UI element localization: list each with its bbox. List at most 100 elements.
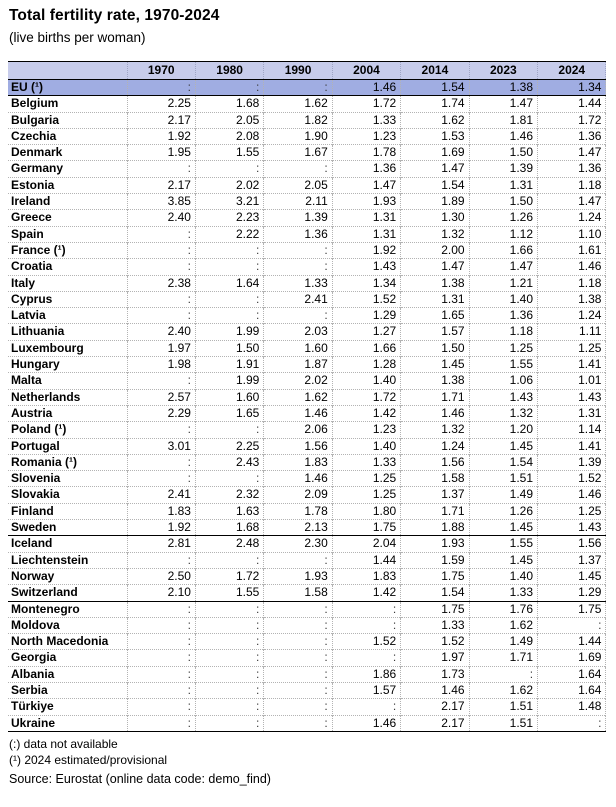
value-cell: 1.75 bbox=[537, 601, 607, 618]
value-cell: 1.71 bbox=[468, 649, 538, 667]
value-cell: 1.68 bbox=[194, 95, 264, 113]
value-cell: 2.25 bbox=[194, 438, 264, 455]
value-cell: 3.01 bbox=[126, 438, 196, 455]
value-cell: 1.21 bbox=[468, 275, 538, 292]
value-cell-missing: : bbox=[194, 682, 264, 699]
value-cell: 1.43 bbox=[537, 389, 607, 406]
value-cell: 2.02 bbox=[263, 372, 333, 390]
value-cell: 1.38 bbox=[468, 79, 538, 96]
table-row-france: France (¹):::1.92 2.00 1.66 1.61 bbox=[8, 242, 607, 259]
country-cell: Lithuania bbox=[11, 324, 65, 339]
value-cell: 1.39 bbox=[263, 209, 333, 227]
value-cell: 1.65 bbox=[194, 405, 264, 422]
value-cell: 1.52 bbox=[400, 633, 470, 650]
table-row-austria: Austria 2.29 1.65 1.46 1.42 1.46 1.32 1.31 bbox=[8, 405, 607, 422]
value-cell: 2.11 bbox=[263, 193, 333, 210]
value-cell: 1.42 bbox=[331, 405, 401, 422]
value-cell: 1.83 bbox=[331, 568, 401, 585]
value-cell-missing: : bbox=[537, 617, 607, 634]
value-cell-missing: : bbox=[126, 666, 196, 683]
table-row-czechia: Czechia 1.92 2.08 1.90 1.23 1.53 1.46 1.36 bbox=[8, 128, 607, 145]
value-cell: 1.43 bbox=[331, 258, 401, 276]
value-cell: 1.23 bbox=[331, 128, 401, 145]
table-row-estonia: Estonia 2.17 2.02 2.05 1.47 1.54 1.31 1.18 bbox=[8, 177, 607, 194]
fertility-rate-table: 1970 1980 1990 2004 2014 2023 2024 EU (¹):::1.… bbox=[8, 61, 607, 732]
value-cell: 1.55 bbox=[194, 144, 264, 161]
value-cell: 2.17 bbox=[400, 698, 470, 716]
table-row-luxembourg: Luxembourg 1.97 1.50 1.60 1.66 1.50 1.25 1.25 bbox=[8, 340, 607, 357]
value-cell: 1.71 bbox=[400, 503, 470, 520]
value-cell: 1.43 bbox=[537, 519, 607, 536]
value-cell: 1.33 bbox=[331, 454, 401, 471]
value-cell: 1.27 bbox=[331, 323, 401, 341]
value-cell: 1.67 bbox=[263, 144, 333, 161]
value-cell-missing: : bbox=[331, 601, 401, 618]
value-cell: 1.56 bbox=[537, 535, 607, 553]
value-cell: 1.72 bbox=[194, 568, 264, 585]
value-cell: 2.10 bbox=[126, 584, 196, 601]
value-cell: 1.54 bbox=[468, 454, 538, 471]
page-subtitle: (live births per woman) bbox=[9, 30, 146, 45]
value-cell: 1.12 bbox=[468, 226, 538, 243]
value-cell: 1.29 bbox=[537, 584, 607, 601]
value-cell: 1.49 bbox=[468, 633, 538, 650]
value-cell: 1.93 bbox=[400, 535, 470, 553]
country-cell: Finland bbox=[11, 503, 54, 518]
value-cell: 1.81 bbox=[468, 112, 538, 129]
value-cell-missing: : bbox=[194, 160, 264, 178]
value-cell: 1.46 bbox=[468, 128, 538, 145]
header-cell-year-2004: 2004 bbox=[331, 61, 401, 80]
country-cell: Ireland bbox=[11, 194, 51, 209]
value-cell: 1.47 bbox=[468, 95, 538, 113]
value-cell: 1.54 bbox=[400, 584, 470, 601]
value-cell: 1.73 bbox=[400, 666, 470, 683]
country-cell: Luxembourg bbox=[11, 340, 84, 355]
country-cell: Cyprus bbox=[11, 291, 53, 306]
table-row-denmark: Denmark 1.95 1.55 1.67 1.78 1.69 1.50 1.47 bbox=[8, 144, 607, 161]
value-cell: 1.62 bbox=[468, 682, 538, 699]
value-cell: 1.37 bbox=[537, 552, 607, 569]
value-cell-missing: : bbox=[126, 160, 196, 178]
value-cell-missing: : bbox=[194, 552, 264, 569]
value-cell: 1.54 bbox=[400, 79, 470, 96]
value-cell: 1.51 bbox=[468, 715, 538, 732]
value-cell: 1.46 bbox=[331, 715, 401, 732]
value-cell: 1.40 bbox=[331, 372, 401, 390]
table-row-malta: Malta:1.99 2.02 1.40 1.38 1.06 1.01 bbox=[8, 372, 607, 390]
value-cell: 1.36 bbox=[331, 160, 401, 178]
value-cell: 1.93 bbox=[331, 193, 401, 210]
header-cell-year-1980: 1980 bbox=[194, 61, 264, 80]
value-cell: 1.97 bbox=[400, 649, 470, 667]
value-cell: 3.85 bbox=[126, 193, 196, 210]
country-cell: Czechia bbox=[11, 128, 57, 143]
value-cell: 1.45 bbox=[400, 356, 470, 373]
value-cell-missing: : bbox=[263, 698, 333, 716]
country-cell: Malta bbox=[11, 373, 42, 388]
value-cell-missing: : bbox=[263, 715, 333, 732]
value-cell: 1.91 bbox=[194, 356, 264, 373]
value-cell: 1.55 bbox=[194, 584, 264, 601]
value-cell: 2.38 bbox=[126, 275, 196, 292]
value-cell: 1.14 bbox=[537, 421, 607, 439]
value-cell: 1.31 bbox=[468, 177, 538, 194]
value-cell: 1.47 bbox=[537, 193, 607, 210]
value-cell-missing: : bbox=[263, 601, 333, 618]
value-cell-missing: : bbox=[194, 258, 264, 276]
value-cell: 1.92 bbox=[126, 519, 196, 536]
value-cell: 1.49 bbox=[468, 486, 538, 504]
value-cell: 1.18 bbox=[468, 323, 538, 341]
country-cell: Belgium bbox=[11, 96, 59, 111]
value-cell: 1.34 bbox=[331, 275, 401, 292]
value-cell: 2.05 bbox=[263, 177, 333, 194]
country-cell: North Macedonia bbox=[11, 634, 109, 649]
value-cell-missing: : bbox=[126, 682, 196, 699]
table-row-montenegro: Montenegro::::1.75 1.76 1.75 bbox=[8, 601, 607, 618]
value-cell: 2.05 bbox=[194, 112, 264, 129]
table-row-iceland: Iceland 2.81 2.48 2.30 2.04 1.93 1.55 1.56 bbox=[8, 535, 607, 553]
value-cell: 1.57 bbox=[331, 682, 401, 699]
table-row-slovakia: Slovakia 2.41 2.32 2.09 1.25 1.37 1.49 1.46 bbox=[8, 486, 607, 504]
table-row-portugal: Portugal 3.01 2.25 1.56 1.40 1.24 1.45 1.41 bbox=[8, 438, 607, 455]
value-cell: 1.66 bbox=[468, 242, 538, 259]
value-cell: 1.41 bbox=[537, 438, 607, 455]
value-cell: 1.10 bbox=[537, 226, 607, 243]
